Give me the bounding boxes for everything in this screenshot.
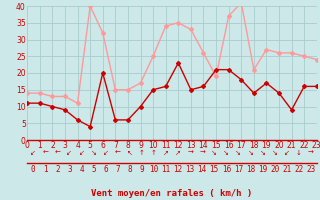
Text: ↗: ↗	[163, 150, 169, 156]
Text: ←: ←	[115, 150, 121, 156]
Text: ↙: ↙	[103, 150, 108, 156]
Text: ↘: ↘	[272, 150, 277, 156]
Text: ↘: ↘	[236, 150, 241, 156]
Text: ↙: ↙	[79, 150, 84, 156]
Text: ↓: ↓	[296, 150, 302, 156]
Text: ↗: ↗	[175, 150, 181, 156]
Text: 10: 10	[149, 165, 158, 174]
Text: 19: 19	[258, 165, 267, 174]
Text: 16: 16	[222, 165, 231, 174]
Text: ↑: ↑	[151, 150, 157, 156]
Text: 23: 23	[306, 165, 316, 174]
Text: ↖: ↖	[127, 150, 133, 156]
Text: 17: 17	[234, 165, 243, 174]
Text: 7: 7	[116, 165, 120, 174]
Text: 21: 21	[282, 165, 291, 174]
Text: 5: 5	[91, 165, 96, 174]
Text: ←: ←	[42, 150, 48, 156]
Text: 6: 6	[103, 165, 108, 174]
Text: ↘: ↘	[223, 150, 229, 156]
Text: 2: 2	[55, 165, 60, 174]
Text: 11: 11	[161, 165, 171, 174]
Text: 13: 13	[186, 165, 195, 174]
Text: ↘: ↘	[247, 150, 253, 156]
Text: 20: 20	[270, 165, 279, 174]
Text: ↙: ↙	[67, 150, 72, 156]
Text: ←: ←	[54, 150, 60, 156]
Text: 14: 14	[197, 165, 207, 174]
Text: ↙: ↙	[30, 150, 36, 156]
Text: 1: 1	[43, 165, 48, 174]
Text: 0: 0	[31, 165, 36, 174]
Text: →: →	[187, 150, 193, 156]
Text: 15: 15	[210, 165, 219, 174]
Text: 3: 3	[67, 165, 72, 174]
Text: →: →	[308, 150, 314, 156]
Text: Vent moyen/en rafales ( km/h ): Vent moyen/en rafales ( km/h )	[91, 189, 252, 198]
Text: ↘: ↘	[91, 150, 97, 156]
Text: 9: 9	[140, 165, 144, 174]
Text: ↑: ↑	[139, 150, 145, 156]
Text: ↘: ↘	[260, 150, 265, 156]
Text: 22: 22	[294, 165, 303, 174]
Text: ↙: ↙	[284, 150, 290, 156]
Text: 18: 18	[246, 165, 255, 174]
Text: 4: 4	[79, 165, 84, 174]
Text: →: →	[199, 150, 205, 156]
Text: 8: 8	[127, 165, 132, 174]
Text: 12: 12	[173, 165, 183, 174]
Text: ↘: ↘	[211, 150, 217, 156]
